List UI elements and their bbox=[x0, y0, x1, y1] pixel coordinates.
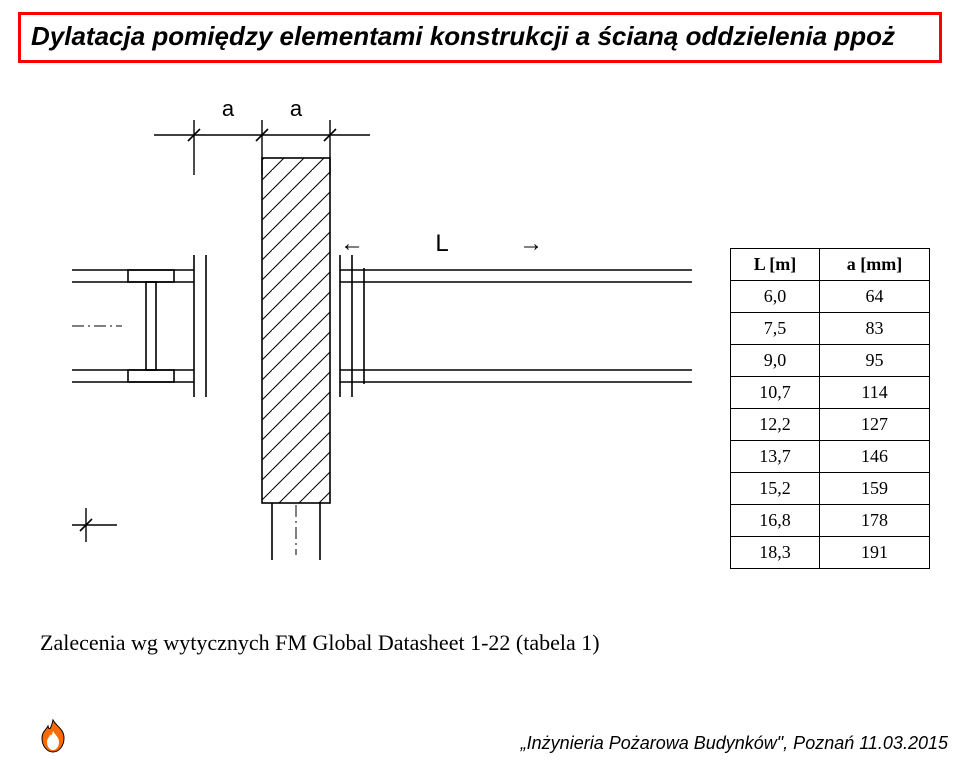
table-row: 15,2159 bbox=[731, 473, 930, 505]
table-row: 6,064 bbox=[731, 281, 930, 313]
svg-text:a: a bbox=[290, 96, 303, 121]
table-header-row: L [m] a [mm] bbox=[731, 249, 930, 281]
arrow-left-icon: ← bbox=[340, 230, 366, 257]
table-row: 18,3191 bbox=[731, 537, 930, 569]
col-L: L [m] bbox=[731, 249, 820, 281]
svg-text:a: a bbox=[222, 96, 235, 121]
table-caption: Zalecenia wg wytycznych FM Global Datash… bbox=[40, 630, 600, 656]
title-box: Dylatacja pomiędzy elementami konstrukcj… bbox=[18, 12, 942, 63]
span-label-L: ← L → bbox=[340, 230, 560, 258]
table-row: 16,8178 bbox=[731, 505, 930, 537]
table-row: 13,7146 bbox=[731, 441, 930, 473]
expansion-table: L [m] a [mm] 6,064 7,583 9,095 10,7114 1… bbox=[730, 248, 930, 569]
arrow-right-icon: → bbox=[519, 230, 545, 257]
table-row: 9,095 bbox=[731, 345, 930, 377]
footer-citation: „Inżynieria Pożarowa Budynków", Poznań 1… bbox=[0, 733, 948, 754]
table-row: 7,583 bbox=[731, 313, 930, 345]
col-a: a [mm] bbox=[820, 249, 930, 281]
table-row: 12,2127 bbox=[731, 409, 930, 441]
page-title: Dylatacja pomiędzy elementami konstrukcj… bbox=[31, 21, 895, 51]
span-letter: L bbox=[435, 230, 449, 257]
table-row: 10,7114 bbox=[731, 377, 930, 409]
expansion-joint-diagram: a a bbox=[72, 90, 692, 560]
